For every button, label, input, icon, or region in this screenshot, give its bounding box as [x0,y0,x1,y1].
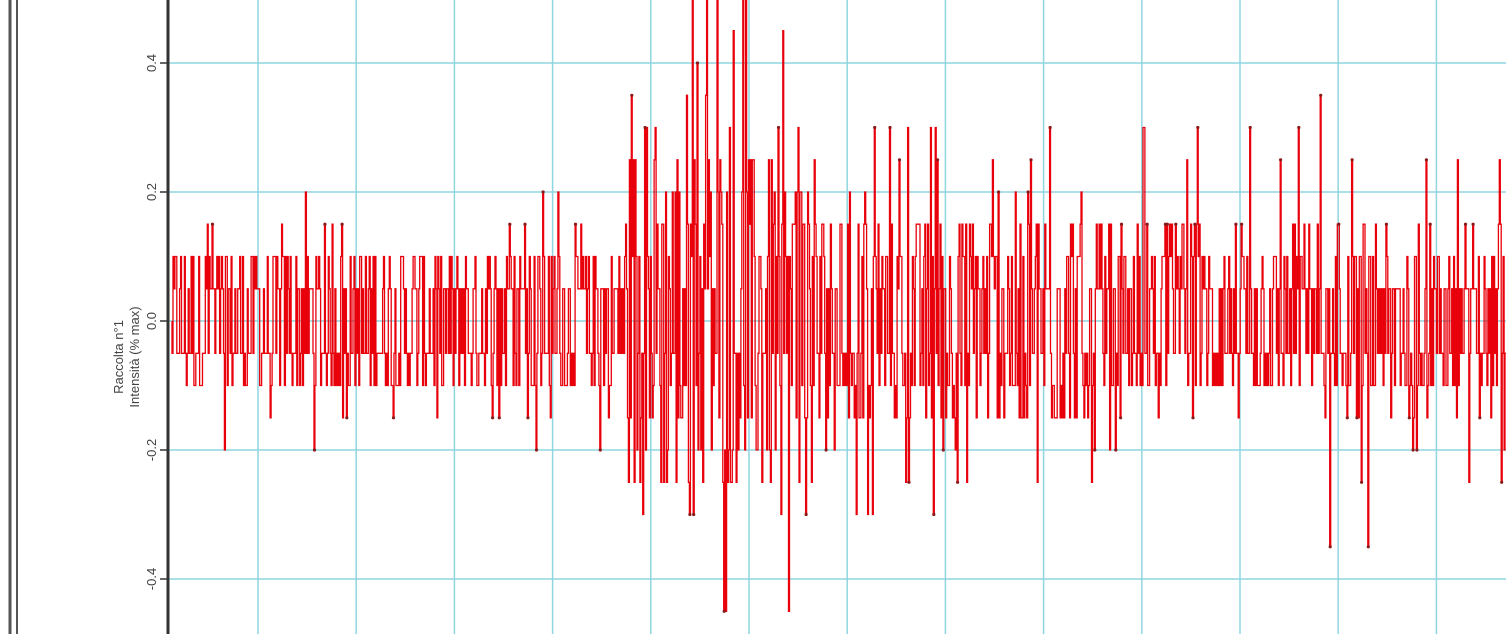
waveform-point [345,416,349,420]
waveform-point [907,480,911,484]
waveform-point [692,512,696,517]
waveform-point [776,125,781,130]
waveform-point [1026,190,1030,194]
waveform-series [171,0,1506,613]
waveform-point [534,448,539,452]
waveform-point [1384,222,1388,226]
waveform-point [391,416,396,420]
y-axis-title-line2: Intensità (% max) [127,306,142,407]
waveform-point [508,222,512,226]
waveform-point [1119,416,1123,420]
waveform-point [1424,158,1428,162]
waveform-point [1029,158,1033,162]
waveform-point [210,222,215,226]
waveform-point [1328,545,1332,549]
waveform-point [1191,416,1195,420]
waveform-point [1114,448,1118,452]
waveform-point [1319,93,1323,97]
waveform-point [541,190,545,194]
waveform-point [688,512,692,517]
waveform-point [1297,125,1301,130]
waveform-point [1119,222,1124,226]
waveform-point [643,125,647,130]
waveform-point [1415,448,1419,452]
waveform-point [491,416,495,420]
waveform-point [1478,416,1482,420]
y-axis-ticks: -0.4 -0.2 0.0 0.2 0.4 [144,54,168,590]
waveform-point [1350,158,1354,162]
y-axis-title: Raccolta n°1 Intensità (% max) [111,306,142,407]
y-tick-label: 0.0 [144,312,159,330]
waveform-point [1093,448,1097,452]
waveform-point [1248,125,1252,130]
waveform-point [1337,222,1341,226]
waveform-point [1145,222,1149,226]
waveform-point [932,512,936,517]
waveform-point [1196,125,1200,130]
waveform-point [497,416,501,420]
waveform-point [340,222,344,226]
waveform-point [804,512,808,517]
y-tick-label: 0.4 [144,54,159,72]
waveform-point [598,448,602,452]
waveform-point [888,125,892,130]
waveform-point [630,93,634,97]
waveform-point [523,222,527,226]
waveform-point [1165,222,1169,226]
waveform-point [1407,416,1411,420]
waveform-point [936,158,940,162]
waveform-point [1240,222,1244,226]
waveform-point [1360,480,1364,484]
waveform-point [1174,222,1178,226]
waveform-point [1463,222,1468,226]
waveform-point [1193,222,1197,226]
waveform-point [1345,416,1349,420]
y-tick-label: 0.2 [144,183,159,201]
waveform-point [997,190,1001,194]
waveform-point [956,480,960,484]
waveform-point [526,416,530,420]
waveform-point [1500,480,1504,484]
waveform-point [1279,158,1283,162]
waveform-point [722,609,726,613]
waveform-point [897,158,902,162]
waveform-point [1355,416,1359,420]
waveform-point [323,222,327,226]
waveform-line [171,0,1506,612]
waveform-point [573,222,578,226]
y-tick-label: -0.4 [144,568,159,590]
waveform-point [941,448,945,452]
waveform-point [1428,222,1432,226]
waveform-point [695,61,700,65]
y-tick-label: -0.2 [144,439,159,461]
waveform-point [1048,125,1052,130]
waveform-point [312,448,317,452]
waveform-point [1234,222,1238,226]
waveform-point [824,448,828,452]
y-axis-title-line1: Raccolta n°1 [111,320,126,394]
waveform-point [873,125,877,130]
waveform-point [1411,448,1415,452]
waveform-point [1471,222,1475,226]
waveform-point [1366,545,1370,549]
